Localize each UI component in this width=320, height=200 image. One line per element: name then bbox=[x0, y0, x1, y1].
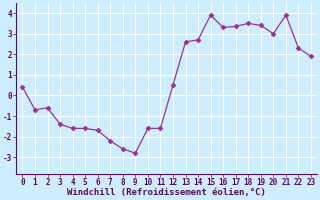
X-axis label: Windchill (Refroidissement éolien,°C): Windchill (Refroidissement éolien,°C) bbox=[67, 188, 266, 197]
